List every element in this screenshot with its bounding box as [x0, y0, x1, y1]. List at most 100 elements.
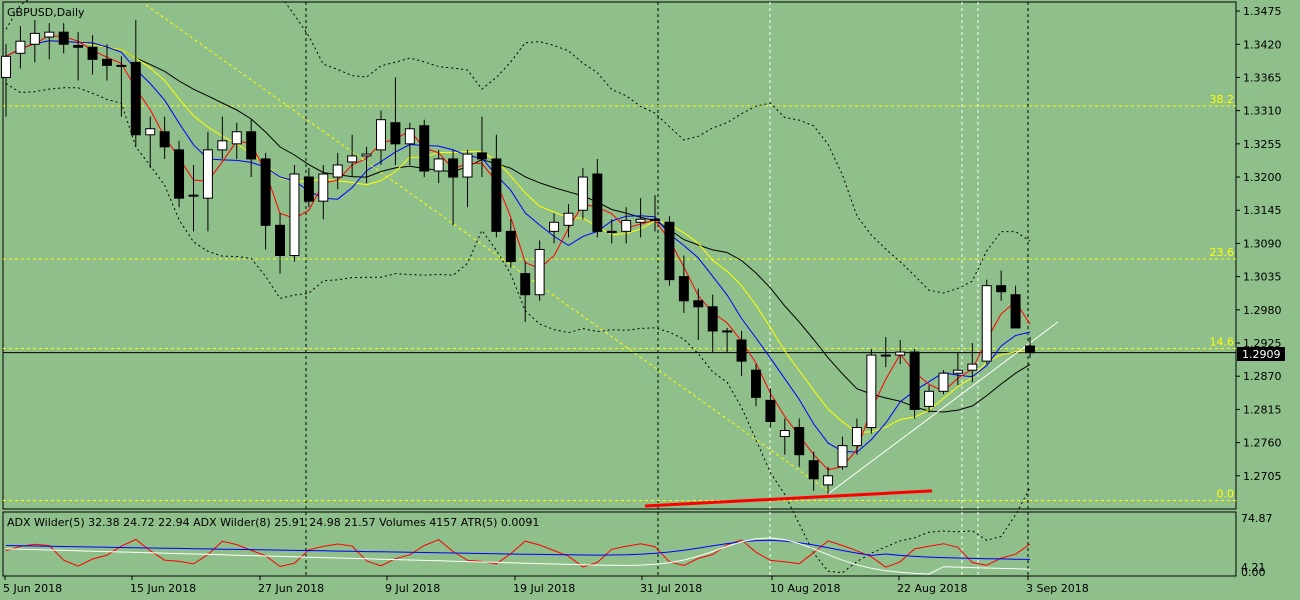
candle-body	[73, 44, 84, 48]
candle-body	[44, 31, 55, 38]
price-tick-label: 1.3145	[1243, 204, 1282, 217]
candle-body	[159, 131, 170, 148]
indicator-panel[interactable]	[2, 511, 1237, 577]
red-horizontal-line	[644, 489, 933, 508]
fibonacci-levels: 38.2 23.6 14.6 0.0	[3, 93, 1236, 502]
price-tick-label: 1.3365	[1243, 71, 1282, 84]
candle-body	[145, 128, 156, 136]
ma-black-line	[5, 40, 1031, 413]
current-price-marker	[1237, 347, 1285, 361]
indicator-axis-top: 74.87	[1241, 512, 1273, 525]
candle-body	[174, 149, 185, 199]
candle-body	[260, 158, 271, 226]
price-tick-label: 1.2980	[1243, 304, 1282, 317]
candle-body	[938, 372, 949, 392]
price-tick-label: 1.2925	[1243, 337, 1282, 350]
candle-body	[390, 122, 401, 145]
fib-level-label: 38.2	[1210, 93, 1235, 106]
candle-body	[779, 430, 790, 438]
candlestick-series[interactable]	[1, 20, 1035, 494]
price-tick-label: 1.3420	[1243, 38, 1282, 51]
candle-body	[303, 176, 314, 202]
trend-lines	[145, 4, 1059, 508]
candle-body	[217, 140, 228, 151]
price-tick-label: 1.2705	[1243, 470, 1282, 483]
date-tick-label: 15 Jun 2018	[130, 582, 196, 595]
fib-level-label: 0.0	[1217, 488, 1235, 501]
candle-body	[188, 194, 199, 197]
candle-body	[549, 221, 560, 232]
candle-body	[678, 276, 689, 302]
candle-body	[693, 300, 704, 308]
price-tick-label: 1.3255	[1243, 138, 1282, 151]
candle-body	[952, 369, 963, 374]
indicator-axis-bottom-b: 0.00	[1241, 566, 1266, 579]
candle-body	[808, 460, 819, 480]
adx-red-line	[5, 538, 1031, 568]
candle-body	[347, 155, 358, 163]
date-tick-label: 10 Aug 2018	[770, 582, 840, 595]
candle-body	[866, 354, 877, 429]
candle-body	[231, 131, 242, 145]
date-tick-label: 19 Jul 2018	[513, 582, 575, 595]
fib-level-label: 23.6	[1210, 246, 1235, 259]
date-tick-label: 31 Jul 2018	[640, 582, 702, 595]
candle-body	[116, 64, 127, 67]
candle-body	[58, 31, 69, 45]
candle-body	[722, 330, 733, 333]
candle-body	[707, 306, 718, 332]
candle-body	[505, 230, 516, 263]
candle-body	[1, 55, 11, 78]
candle-body	[851, 427, 862, 447]
candle-body	[87, 46, 98, 60]
candle-body	[289, 173, 300, 256]
candle-body	[924, 390, 935, 407]
candle-body	[318, 173, 329, 202]
candle-body	[15, 40, 26, 54]
price-tick-label: 1.3090	[1243, 237, 1282, 250]
price-tick-label: 1.2815	[1243, 403, 1282, 416]
price-tick-label: 1.3200	[1243, 171, 1282, 184]
candle-body	[837, 445, 848, 468]
candle-body	[101, 58, 112, 66]
candle-body	[996, 285, 1007, 293]
candle-body	[130, 61, 141, 136]
candle-body	[534, 248, 545, 296]
candle-body	[606, 230, 617, 234]
candle-body	[376, 119, 386, 151]
candle-body	[981, 285, 992, 362]
candle-body	[895, 351, 906, 356]
candle-body	[491, 158, 502, 232]
candle-body	[476, 152, 487, 160]
candle-body	[880, 354, 891, 357]
fib-level-label: 14.6	[1210, 335, 1235, 348]
candle-body	[794, 427, 805, 456]
price-tick-label: 1.3310	[1243, 105, 1282, 118]
ma-blue-line	[5, 40, 1031, 453]
support-trend-line	[827, 321, 1059, 495]
fib-diagonal-line	[145, 4, 829, 492]
candle-body	[520, 273, 531, 296]
candle-body	[433, 158, 444, 172]
candle-body	[202, 149, 213, 199]
candle-body	[419, 125, 430, 172]
candle-body	[967, 363, 978, 371]
candle-body	[246, 131, 257, 160]
current-price-label: 1.2909	[1242, 348, 1281, 361]
main-price-panel[interactable]	[2, 1, 1237, 510]
candle-body	[1025, 345, 1035, 354]
date-tick-label: 9 Jul 2018	[385, 582, 440, 595]
candle-body	[664, 221, 675, 281]
candle-body	[462, 153, 473, 178]
price-tick-label: 1.3035	[1243, 271, 1282, 284]
candle-body	[404, 128, 415, 145]
date-tick-label: 27 Jun 2018	[258, 582, 324, 595]
candle-body	[635, 218, 646, 223]
price-tick-label: 1.2870	[1243, 370, 1282, 383]
candle-body	[448, 158, 459, 178]
indicator-legend: ADX Wilder(5) 32.38 24.72 22.94 ADX Wild…	[7, 516, 539, 529]
adx-white-line	[5, 537, 1031, 575]
candle-body	[650, 218, 660, 221]
candle-body	[1010, 294, 1021, 329]
